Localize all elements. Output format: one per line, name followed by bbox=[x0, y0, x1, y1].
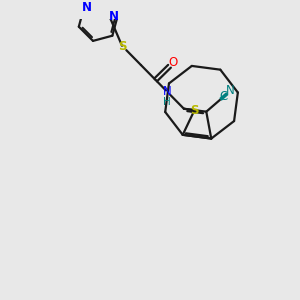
Text: N: N bbox=[226, 84, 235, 97]
Text: N: N bbox=[82, 1, 92, 14]
Text: C: C bbox=[220, 90, 228, 103]
Text: S: S bbox=[118, 40, 127, 53]
Text: O: O bbox=[169, 56, 178, 69]
Text: H: H bbox=[164, 97, 171, 106]
Text: S: S bbox=[190, 103, 199, 117]
Text: N: N bbox=[163, 85, 172, 98]
Text: N: N bbox=[109, 10, 119, 23]
